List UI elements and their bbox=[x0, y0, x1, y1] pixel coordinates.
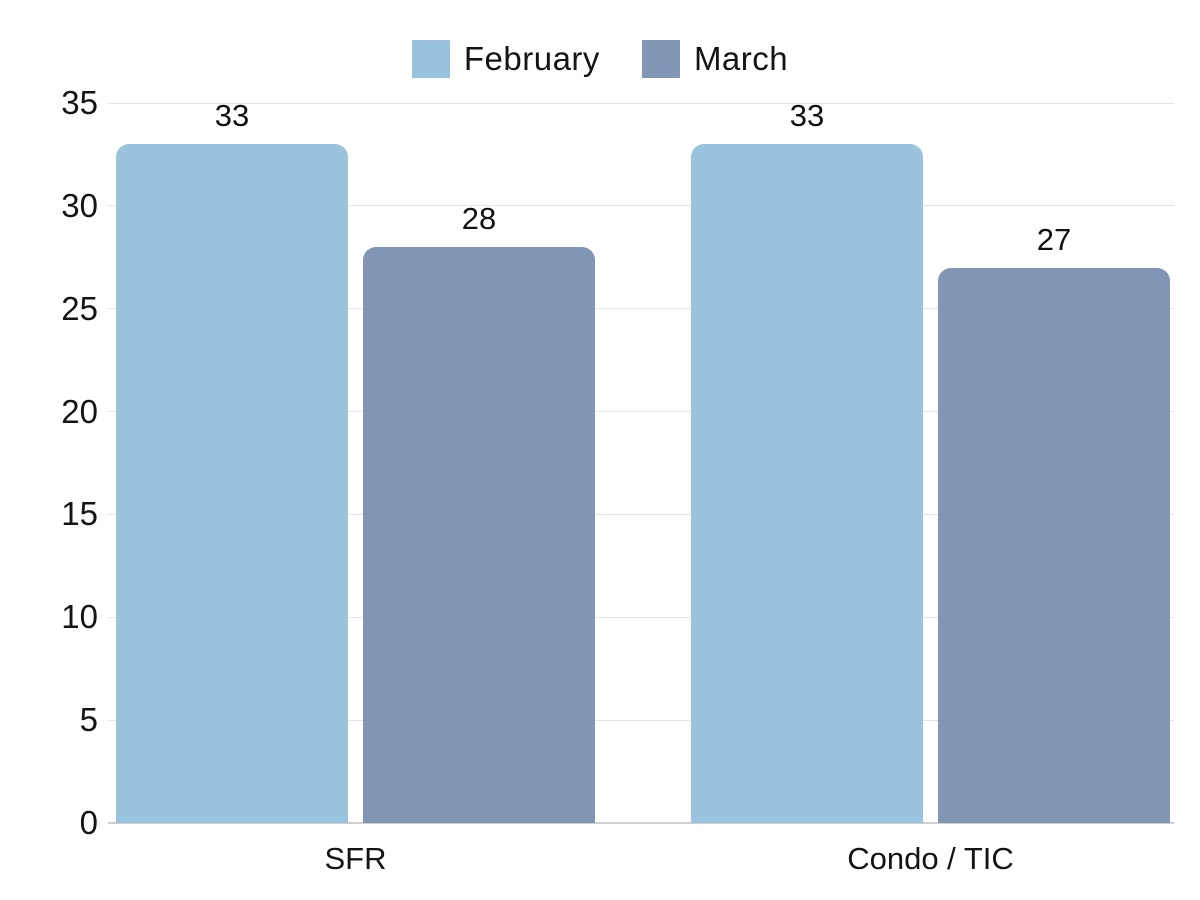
bar-february-condo-tic bbox=[691, 144, 923, 823]
bar-march-condo-tic bbox=[938, 267, 1170, 823]
gridline-35 bbox=[108, 102, 1174, 104]
value-label-march-sfr: 28 bbox=[461, 201, 497, 236]
gridline-15 bbox=[108, 513, 1174, 515]
value-label-february-condo-tic: 33 bbox=[789, 98, 825, 134]
y-tick-label-20: 20 bbox=[61, 392, 98, 430]
legend-swatch-february bbox=[411, 40, 450, 78]
y-tick-label-30: 30 bbox=[61, 186, 98, 224]
value-label-february-sfr: 33 bbox=[214, 98, 250, 134]
gridline-30 bbox=[108, 205, 1174, 207]
gridline-25 bbox=[108, 308, 1174, 310]
legend-label-march: March bbox=[693, 40, 789, 77]
chart-legend: February March bbox=[0, 40, 1200, 78]
gridline-10 bbox=[108, 616, 1174, 618]
legend-item-march: March bbox=[641, 40, 789, 78]
legend-item-february: February bbox=[411, 40, 600, 78]
x-axis-line bbox=[108, 822, 1174, 824]
x-axis-label-condo-tic: Condo / TIC bbox=[847, 841, 1014, 876]
bar-march-sfr bbox=[363, 247, 595, 823]
plot-area: 0 5 10 15 20 25 30 35 33 28 33 27 SFR Condo / TIC bbox=[61, 84, 1174, 876]
bar-february-sfr bbox=[116, 144, 348, 823]
value-label-march-condo-tic: 27 bbox=[1036, 221, 1072, 257]
legend-label-february: February bbox=[463, 40, 600, 77]
y-tick-label-10: 10 bbox=[61, 598, 98, 636]
y-tick-label-5: 5 bbox=[79, 701, 98, 739]
gridline-20 bbox=[108, 411, 1174, 413]
legend-swatch-march bbox=[641, 40, 680, 78]
y-tick-label-15: 15 bbox=[61, 495, 98, 533]
y-tick-label-0: 0 bbox=[79, 804, 98, 841]
y-tick-label-35: 35 bbox=[61, 84, 98, 121]
y-tick-label-25: 25 bbox=[61, 289, 98, 327]
x-axis-label-sfr: SFR bbox=[324, 841, 387, 876]
gridline-5 bbox=[108, 719, 1174, 721]
